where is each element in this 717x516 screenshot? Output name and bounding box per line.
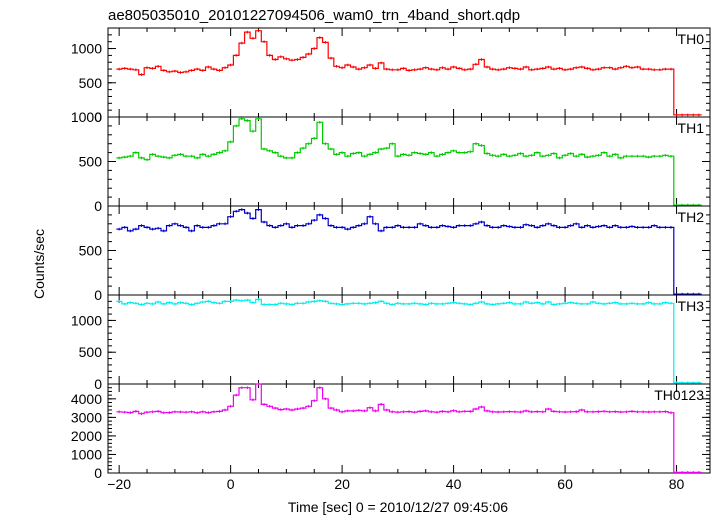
x-tick-label: 20 <box>334 476 350 492</box>
y-tick-label: 500 <box>79 344 103 360</box>
y-tick-label: 0 <box>94 109 102 125</box>
panel-frame <box>107 205 711 296</box>
y-axis-label: Counts/sec <box>31 229 47 299</box>
panel-label: TH2 <box>678 209 705 225</box>
y-tick-label: 1000 <box>71 446 102 462</box>
y-tick-label: 1000 <box>71 41 102 57</box>
panel-label: TH0123 <box>654 387 704 403</box>
y-tick-label: 0 <box>94 198 102 214</box>
x-tick-label: 80 <box>669 476 685 492</box>
panel-label: TH1 <box>678 120 705 136</box>
y-tick-label: 1000 <box>71 312 102 328</box>
y-tick-label: 500 <box>79 154 103 170</box>
series-line-th1 <box>116 118 702 206</box>
panel-frame <box>107 294 711 385</box>
y-tick-label: 1000 <box>71 109 102 125</box>
x-tick-label: −20 <box>107 476 131 492</box>
x-tick-label: 60 <box>557 476 573 492</box>
panel-th1: 0 500 1000 TH1 <box>71 109 711 214</box>
panel-th0: 0 500 1000 TH0 <box>71 27 711 125</box>
series-line-th3 <box>116 298 702 384</box>
panel-th3: 0 500 1000 TH3 <box>71 294 711 392</box>
panel-frame <box>107 27 711 118</box>
y-tick-label: 3000 <box>71 409 102 425</box>
y-tick-label: 4000 <box>71 391 102 407</box>
series-line-th0123 <box>116 383 702 473</box>
x-tick-label: 0 <box>227 476 235 492</box>
series-line-th0 <box>116 30 702 116</box>
y-tick-label: 0 <box>94 287 102 303</box>
y-tick-label: 500 <box>79 243 103 259</box>
panel-frame <box>107 116 711 207</box>
x-tick-label: 40 <box>446 476 462 492</box>
x-axis-label: Time [sec] 0 = 2010/12/27 09:45:06 <box>288 499 508 515</box>
panel-frame <box>107 383 711 474</box>
panel-label: TH0 <box>678 31 705 47</box>
y-tick-label: 500 <box>79 75 103 91</box>
series-line-th2 <box>116 209 702 295</box>
chart-title: ae805035010_20101227094506_wam0_trn_4ban… <box>108 7 520 24</box>
y-tick-label: 2000 <box>71 428 102 444</box>
y-tick-label: 0 <box>94 376 102 392</box>
panel-label: TH3 <box>678 298 705 314</box>
panel-th0123: 0 1000 2000 3000 4000 TH0123 −20 0 20 40 60 80 <box>71 382 711 492</box>
panel-stack: 0 500 1000 TH0 0 500 1000 TH1 0 500 TH2 0 500 1000 TH3… <box>71 27 711 492</box>
y-tick-label: 0 <box>94 465 102 481</box>
panel-th2: 0 500 TH2 <box>79 205 711 303</box>
